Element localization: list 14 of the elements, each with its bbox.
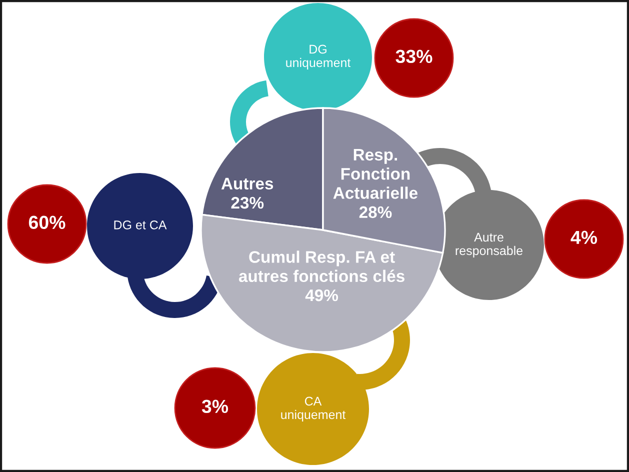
category-label: DG uniquement	[286, 44, 351, 70]
slice-label: Cumul Resp. FA et autres fonctions clés	[238, 250, 404, 282]
data-label: 28%	[359, 206, 392, 218]
category-label: CA uniquement	[281, 396, 346, 422]
data-label: 33%	[396, 50, 432, 64]
data-label: 4%	[570, 230, 598, 244]
slice-label: Resp. Fonction Actuarielle	[333, 148, 418, 199]
data-label: 23%	[231, 196, 264, 209]
category-label: Autre responsable	[456, 232, 522, 258]
data-label: 49%	[305, 289, 338, 302]
data-label: 60%	[28, 216, 66, 230]
data-label: 3%	[202, 400, 228, 414]
slice-label: Autres	[221, 178, 274, 190]
category-label: DG et CA	[114, 220, 167, 230]
